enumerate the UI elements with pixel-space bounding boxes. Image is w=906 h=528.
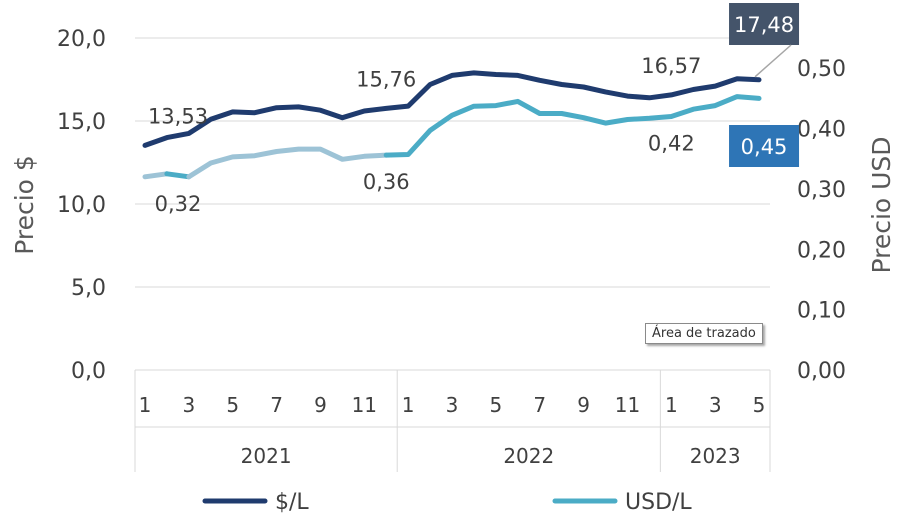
right-tick-label: 0,50	[797, 57, 846, 82]
month-tick-label: 9	[577, 393, 590, 417]
callout-box	[729, 3, 800, 45]
series-usd-line-segment	[142, 171, 170, 180]
month-tick-label: 5	[226, 393, 239, 417]
right-axis-title: Precio USD	[867, 136, 896, 273]
month-tick-label: 1	[402, 393, 415, 417]
month-tick-label: 11	[615, 393, 640, 417]
legend: $/L USD/L	[202, 490, 692, 515]
month-tick-label: 5	[490, 393, 503, 417]
series-lines	[142, 70, 762, 180]
data-label: 15,76	[356, 67, 416, 91]
legend-label: USD/L	[625, 490, 692, 515]
series-peso-line	[142, 70, 762, 148]
series-usd-line-segment	[164, 171, 192, 180]
data-label: 0,42	[648, 131, 695, 155]
callout-label: 0,45	[741, 135, 788, 159]
data-label: 13,53	[148, 104, 208, 128]
data-labels: 13,53 15,76 16,57 17,48 0,32 0,36 0,42 0,45	[148, 3, 800, 216]
series-usd-line-segment	[383, 94, 762, 158]
right-tick-label: 0,00	[797, 359, 846, 384]
month-tick-label: 3	[182, 393, 195, 417]
callout-leader	[754, 44, 792, 78]
month-tick-label: 1	[665, 393, 678, 417]
gridlines	[135, 37, 770, 371]
right-axis-ticks: 0,00 0,10 0,20 0,30 0,40 0,50	[797, 57, 846, 384]
year-label: 2023	[690, 444, 741, 468]
month-tick-label: 7	[533, 393, 546, 417]
month-tick-label: 11	[352, 393, 377, 417]
year-label: 2021	[241, 444, 292, 468]
left-tick-label: 15,0	[57, 110, 106, 135]
left-tick-label: 5,0	[71, 276, 106, 301]
month-tick-label: 7	[270, 393, 283, 417]
left-tick-label: 10,0	[57, 193, 106, 218]
left-tick-label: 20,0	[57, 27, 106, 52]
month-tick-label: 1	[139, 393, 152, 417]
left-axis-title: Precio $	[10, 155, 39, 255]
right-tick-label: 0,10	[797, 299, 846, 324]
callout-label: 17,48	[734, 13, 794, 37]
month-tick-label: 9	[314, 393, 327, 417]
month-tick-label: 3	[709, 393, 722, 417]
data-label: 0,32	[155, 192, 202, 216]
legend-label: $/L	[275, 490, 309, 515]
callout-box	[729, 125, 800, 167]
right-tick-label: 0,20	[797, 238, 846, 263]
data-label: 0,36	[363, 170, 410, 194]
right-tick-label: 0,40	[797, 118, 846, 143]
month-tick-label: 3	[446, 393, 459, 417]
series-usd-line-segment	[186, 146, 389, 180]
left-axis-ticks: 0,0 5,0 10,0 15,0 20,0	[57, 27, 106, 384]
plot-area-tooltip: Área de trazado	[645, 323, 763, 344]
year-label: 2022	[503, 444, 554, 468]
right-tick-label: 0,30	[797, 178, 846, 203]
month-tick-label: 5	[753, 393, 766, 417]
left-tick-label: 0,0	[71, 359, 106, 384]
data-label: 16,57	[641, 54, 701, 78]
